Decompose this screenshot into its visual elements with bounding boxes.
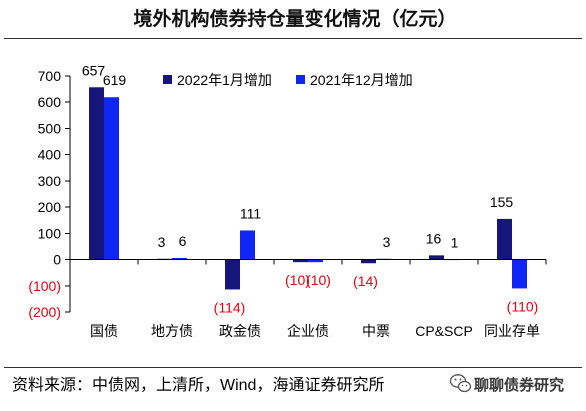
- watermark-text: 聊聊债券研究: [474, 376, 564, 394]
- category-label: 同业存单: [484, 323, 540, 339]
- bar-series-1-category-5: [361, 259, 376, 264]
- y-tick-label: 300: [38, 173, 62, 189]
- legend-label-series-2: 2021年12月增加: [310, 72, 413, 88]
- y-tick-label: 0: [53, 252, 61, 268]
- y-tick-label: 600: [38, 94, 62, 110]
- y-tick-label: (100): [28, 278, 61, 294]
- bars: [89, 87, 527, 290]
- data-label-series-2-category-5: 3: [383, 234, 391, 250]
- bar-series-2-category-3: [240, 230, 255, 260]
- data-label-series-1-category-2: 3: [158, 234, 166, 250]
- data-label-series-2-category-6: 1: [451, 234, 459, 250]
- y-tick-label: 200: [38, 199, 62, 215]
- bar-series-1-category-1: [89, 87, 104, 260]
- source-note: 资料来源：中债网，上清所，Wind，海通证券研究所: [12, 376, 384, 394]
- legend: 2022年1月增加 2021年12月增加: [163, 72, 413, 88]
- watermark: 聊聊债券研究: [449, 374, 564, 394]
- data-label-series-1-category-4: (10): [285, 272, 310, 288]
- category-labels: 国债 地方债 政金债 企业债 中票 CP&SCP 同业存单: [90, 323, 540, 339]
- bar-series-1-category-3: [225, 259, 240, 290]
- y-tick-label: 400: [38, 147, 62, 163]
- y-tick-label: 500: [38, 120, 62, 136]
- data-label-series-2-category-4: (10): [306, 272, 331, 288]
- axes: 700 600 500 400 300 200 100 0 (100) (200): [28, 68, 547, 320]
- data-label-series-1-category-7: 155: [490, 194, 514, 210]
- category-label: CP&SCP: [415, 323, 473, 339]
- data-label-series-1-category-1: 657: [82, 62, 106, 78]
- category-label: 地方债: [151, 323, 193, 339]
- data-labels: 657 3 (114) (10) (14) 16 155 619 6 111 (10) 3 1 (110): [82, 62, 539, 315]
- bar-series-2-category-7: [512, 259, 527, 289]
- data-label-series-1-category-6: 16: [426, 230, 442, 246]
- bar-series-2-category-2: [172, 257, 187, 260]
- y-tick-label: (200): [28, 304, 61, 320]
- chart-title: 境外机构债券持仓量变化情况（亿元）: [133, 7, 456, 30]
- legend-label-series-1: 2022年1月增加: [177, 72, 272, 88]
- bar-series-1-category-7: [497, 218, 512, 260]
- data-label-series-1-category-3: (114): [214, 299, 246, 315]
- data-label-series-2-category-7: (110): [507, 298, 539, 314]
- y-tick-label: 700: [38, 68, 62, 84]
- category-label: 政金债: [219, 323, 261, 339]
- wechat-icon: [449, 374, 472, 393]
- category-label: 中票: [362, 323, 390, 339]
- legend-item-series-2: 2021年12月增加: [296, 72, 413, 88]
- data-label-series-2-category-3: 111: [240, 205, 261, 221]
- data-label-series-2-category-2: 6: [179, 233, 187, 249]
- legend-item-series-1: 2022年1月增加: [163, 72, 272, 88]
- data-label-series-2-category-1: 619: [103, 72, 127, 88]
- bar-series-2-category-4: [308, 259, 323, 263]
- bar-series-1-category-4: [293, 259, 308, 263]
- legend-swatch-series-1: [163, 75, 172, 84]
- legend-swatch-series-2: [296, 75, 305, 84]
- y-tick-label: 100: [38, 225, 62, 241]
- data-label-series-1-category-5: (14): [353, 273, 378, 289]
- bar-series-2-category-1: [104, 97, 119, 260]
- category-label: 国债: [90, 323, 118, 339]
- category-label: 企业债: [287, 323, 329, 339]
- bar-series-1-category-6: [429, 255, 444, 260]
